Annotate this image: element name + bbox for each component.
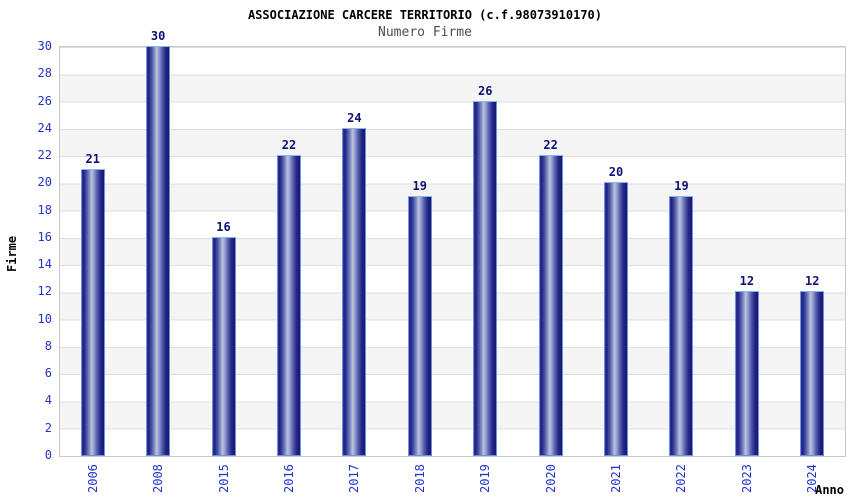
bar-value-label: 26 [477, 84, 493, 98]
bar-2020 [539, 155, 563, 456]
bar-value-label: 19 [674, 179, 689, 193]
y-tick-label: 4 [44, 393, 52, 408]
bar-2019 [473, 101, 497, 456]
bar-2022 [669, 196, 693, 456]
y-tick-label: 6 [44, 366, 52, 381]
x-tick-label: 2018 [413, 464, 427, 493]
bar-2021 [604, 182, 628, 456]
bar-2015 [212, 237, 236, 456]
chart-subtitle: Numero Firme [378, 25, 472, 40]
y-tick-label: 28 [37, 66, 52, 81]
bar-2006 [81, 169, 105, 456]
y-tick-label: 20 [37, 175, 52, 190]
y-tick-label: 8 [44, 338, 52, 353]
x-tick-label: 2017 [347, 464, 361, 493]
x-tick-label: 2015 [217, 464, 231, 493]
x-tick-label: 2008 [151, 464, 165, 493]
bar-value-label: 24 [347, 111, 362, 125]
bar-value-label: 20 [608, 165, 624, 179]
y-tick-label: 16 [37, 229, 52, 244]
x-tick-label: 2020 [544, 464, 558, 493]
y-tick-label: 12 [37, 284, 52, 299]
x-axis-label: Anno [815, 483, 844, 497]
y-tick-label: 22 [37, 148, 52, 163]
bar-value-label: 21 [85, 152, 100, 166]
bar-value-label: 12 [739, 274, 755, 288]
y-tick-label: 14 [37, 257, 52, 272]
bar-value-label: 12 [805, 274, 820, 288]
y-tick-label: 26 [37, 93, 52, 108]
bar-value-label: 16 [216, 220, 231, 234]
y-tick-label: 2 [44, 420, 52, 435]
x-tick-label: 2021 [609, 464, 623, 493]
x-tick-label: 2023 [740, 464, 754, 493]
bar-2016 [277, 155, 301, 456]
x-tick-label: 2016 [282, 464, 296, 493]
bar-value-label: 22 [281, 138, 297, 152]
x-tick-label: 2006 [86, 464, 100, 493]
bar-2017 [342, 128, 366, 456]
y-tick-label: 18 [37, 202, 52, 217]
bar-value-label: 30 [150, 29, 166, 43]
bar-value-label: 22 [543, 138, 558, 152]
chart-title: ASSOCIAZIONE CARCERE TERRITORIO (c.f.980… [247, 8, 602, 22]
y-tick-label: 0 [44, 448, 52, 462]
bar-2023 [735, 291, 759, 456]
y-tick-label: 30 [37, 39, 52, 53]
bar-2018 [408, 196, 432, 456]
y-tick-label: 24 [37, 120, 52, 135]
plot-area: 21 30 16 22 24 19 26 22 20 19 12 12 [59, 30, 846, 457]
y-tick-label: 10 [37, 311, 52, 326]
x-tick-label: 2022 [674, 464, 688, 493]
x-tick-label: 2019 [478, 464, 492, 493]
bar-value-label: 19 [412, 179, 428, 193]
bar-2024 [800, 291, 824, 456]
bar-2008 [146, 46, 170, 456]
